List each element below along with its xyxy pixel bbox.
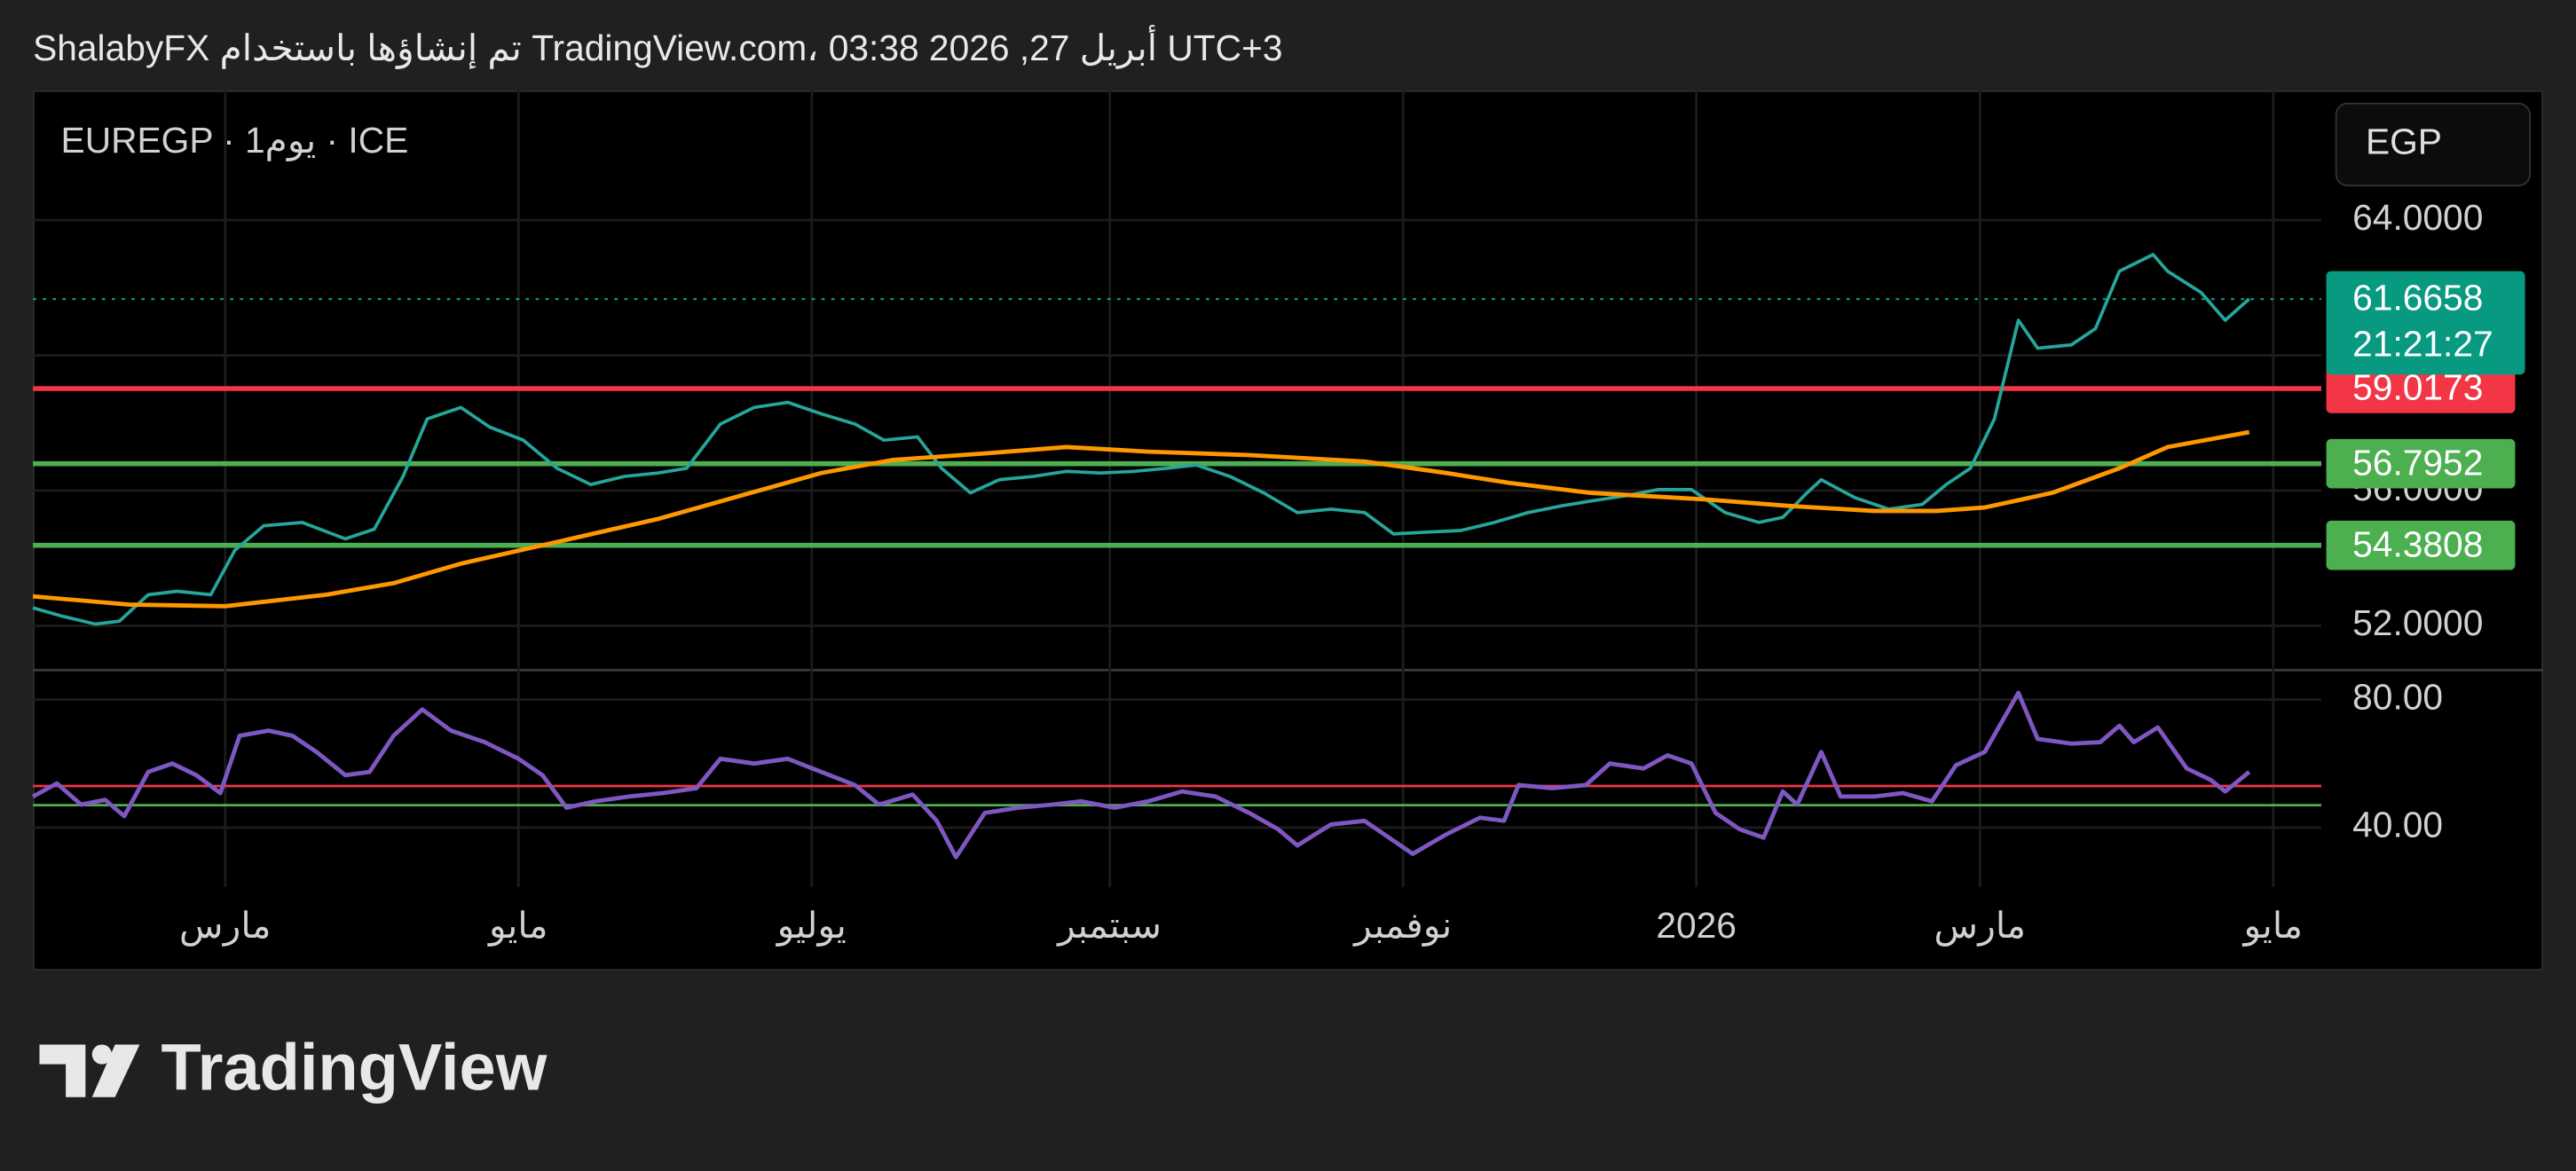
x-tick-label: سبتمبر — [1056, 905, 1162, 947]
series-line — [32, 429, 2250, 609]
level-label-box — [2326, 438, 2516, 489]
series-line — [32, 253, 2250, 626]
currency-label[interactable]: EGP — [2366, 122, 2442, 162]
level-label-box — [2326, 364, 2516, 413]
y-tick-label: 52.0000 — [2352, 602, 2483, 643]
last-price-box — [2326, 271, 2525, 375]
level-label-box — [2326, 520, 2516, 570]
y-tick-label: 80.00 — [2352, 676, 2443, 717]
x-tick-label: مايو — [2242, 905, 2304, 947]
currency-button[interactable] — [2335, 102, 2532, 187]
x-tick-label: 2026 — [1656, 905, 1737, 946]
countdown-label: 21:21:27 — [2352, 324, 2493, 365]
tradingview-logo-icon — [39, 1044, 140, 1097]
footer-logo: TradingView — [161, 1030, 547, 1104]
x-tick-label: مارس — [179, 905, 272, 947]
chart-layer: 52.000056.000060.000064.000059.017356.79… — [31, 90, 2525, 947]
level-label: 54.3808 — [2352, 523, 2483, 564]
last-price-label: 61.6658 — [2352, 278, 2483, 318]
series-line — [31, 690, 2251, 860]
chart-panel — [33, 90, 2543, 971]
y-tick-label: 64.0000 — [2352, 197, 2483, 238]
symbol-label: EUREGP · 1يوم · ICE — [61, 120, 409, 162]
x-tick-label: يوليو — [776, 905, 847, 947]
x-tick-label: مارس — [1934, 905, 2027, 947]
x-tick-label: مايو — [487, 905, 548, 947]
x-tick-label: نوفمبر — [1352, 905, 1452, 947]
header: ShalabyFX تم إنشاؤها باستخدام TradingVie… — [33, 23, 1282, 70]
y-tick-label: 40.00 — [2352, 805, 2443, 845]
level-label: 56.7952 — [2352, 442, 2483, 483]
